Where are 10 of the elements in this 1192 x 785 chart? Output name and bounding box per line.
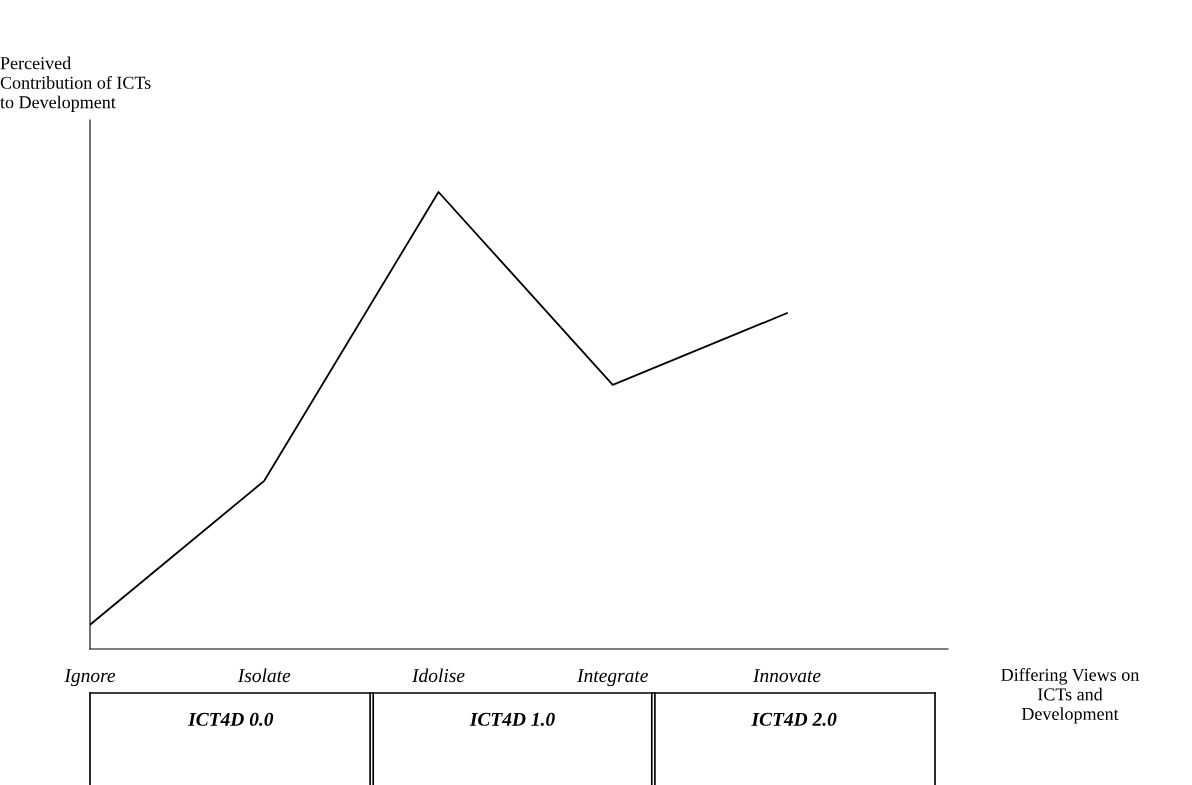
y-axis-title: Perceived Contribution of ICTs to Development xyxy=(0,56,151,112)
x-tick-label: Integrate xyxy=(577,669,648,687)
x-tick-label: Isolate xyxy=(237,668,291,683)
text: ICT4D 1.0 xyxy=(469,712,555,726)
x-axis-title: Differing Views on ICTs and Development xyxy=(1001,668,1140,724)
text: ICT4D 2.0 xyxy=(751,712,837,726)
x-tick-label: Innovate xyxy=(752,669,821,683)
x-tick-label: Ignore xyxy=(64,669,116,687)
text: ICT4D 0.0 xyxy=(187,712,274,726)
x-tick-label: Idolise xyxy=(411,668,465,683)
